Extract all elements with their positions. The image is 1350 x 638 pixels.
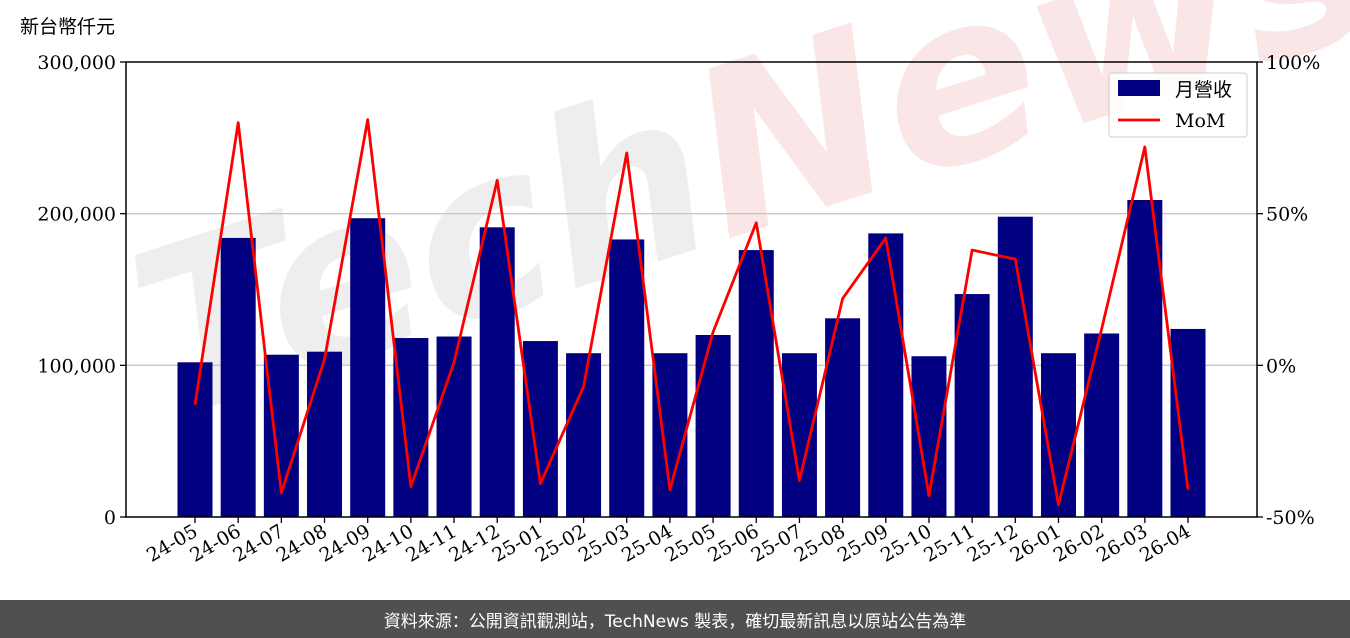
- y-axis-unit-label: 新台幣仟元: [20, 16, 115, 38]
- bar: [436, 336, 472, 517]
- bar: [220, 237, 256, 517]
- plot-frame: [125, 61, 1258, 518]
- right-tick-label: 100%: [1266, 52, 1320, 74]
- left-tick-label: 200,000: [37, 204, 116, 226]
- bar: [868, 233, 904, 517]
- left-tick-label: 0: [104, 507, 116, 529]
- bar: [522, 341, 558, 517]
- bar: [566, 353, 602, 517]
- chart: 新台幣仟元 TechNews 0100,000200,000300,000-50…: [20, 0, 1350, 567]
- bar: [350, 218, 386, 517]
- bar: [307, 351, 343, 517]
- bar: [954, 294, 990, 517]
- legend-label-revenue: 月營收: [1175, 79, 1232, 101]
- right-tick-label: 50%: [1266, 204, 1308, 226]
- bar: [652, 353, 688, 517]
- bar: [695, 335, 731, 517]
- source-footer: 資料來源：公開資訊觀測站，TechNews 製表，確切最新訊息以原站公告為準: [0, 600, 1350, 638]
- bar: [177, 362, 213, 517]
- legend-swatch-bar: [1118, 80, 1160, 96]
- bar: [479, 227, 515, 518]
- bar: [1127, 200, 1163, 517]
- left-tick-label: 300,000: [37, 52, 116, 74]
- mom-line: [193, 118, 1190, 507]
- bar: [609, 239, 645, 517]
- x-tick-label: 26-04: [1136, 520, 1194, 566]
- legend-label-mom: MoM: [1175, 110, 1225, 132]
- bar: [393, 338, 429, 517]
- left-tick-label: 100,000: [37, 355, 116, 377]
- right-tick-label: -50%: [1266, 507, 1315, 529]
- right-tick-label: 0%: [1266, 355, 1296, 377]
- legend: 月營收 MoM: [1108, 72, 1248, 138]
- bar-series: [177, 200, 1206, 518]
- line-series: [193, 118, 1190, 507]
- bar: [1084, 333, 1120, 517]
- bar: [781, 353, 817, 517]
